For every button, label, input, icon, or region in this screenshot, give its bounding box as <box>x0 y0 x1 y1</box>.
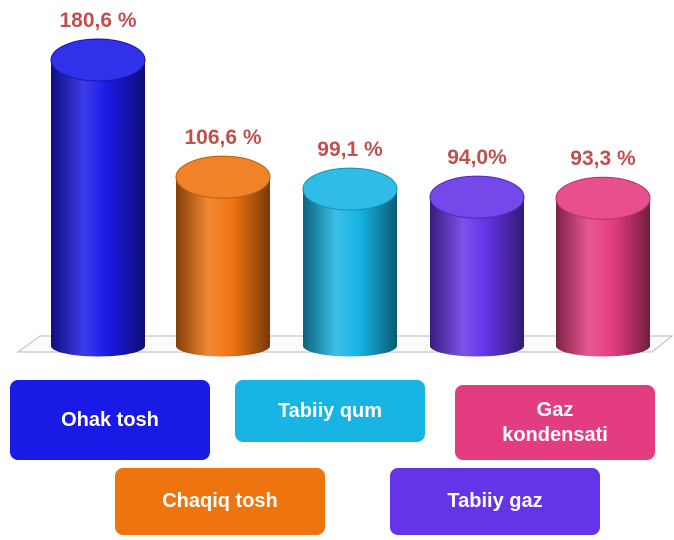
bar <box>176 177 270 357</box>
legend-label: Chaqiq tosh <box>162 490 278 512</box>
value-label: 106,6 % <box>184 126 261 149</box>
legend-box: Gaz kondensati <box>455 385 655 460</box>
legend-box: Tabiiy qum <box>235 380 425 442</box>
legend-label: Ohak tosh <box>61 408 159 431</box>
legend-box: Tabiiy gaz <box>390 468 600 535</box>
bar-top <box>50 38 146 82</box>
legend-label: Tabiiy gaz <box>447 490 543 512</box>
value-label: 180,6 % <box>59 9 136 32</box>
bar-top <box>429 175 525 219</box>
legend-box: Chaqiq tosh <box>115 468 325 535</box>
bar <box>303 189 397 357</box>
value-label: 99,1 % <box>317 138 383 161</box>
value-label: 94,0% <box>447 146 507 169</box>
legend-label: Tabiiy qum <box>277 399 383 422</box>
bar <box>51 60 145 357</box>
bar <box>556 198 650 357</box>
bar-top <box>555 176 651 220</box>
bar <box>430 197 524 357</box>
bar-top <box>302 167 398 211</box>
bar-top <box>175 155 271 199</box>
legend-box: Ohak tosh <box>10 380 210 460</box>
value-label: 93,3 % <box>570 147 636 170</box>
legend-label: Gaz kondensati <box>502 398 608 446</box>
